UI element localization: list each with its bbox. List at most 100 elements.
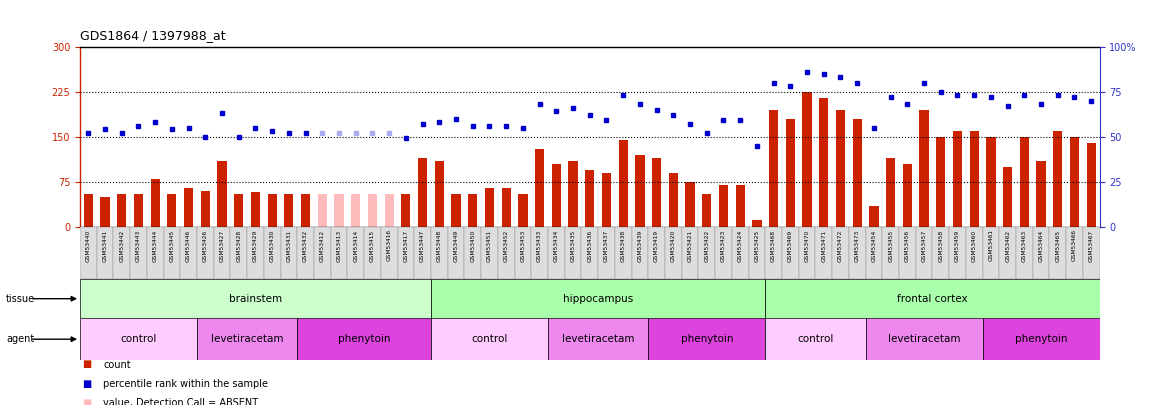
Text: GSM53445: GSM53445	[169, 229, 174, 262]
Bar	[1020, 137, 1029, 227]
Bar	[381, 227, 397, 279]
Bar	[719, 185, 728, 227]
Bar	[163, 227, 180, 279]
Bar	[298, 318, 430, 360]
Text: GSM53465: GSM53465	[1055, 229, 1061, 262]
Text: GSM53413: GSM53413	[336, 229, 341, 262]
Text: GSM53470: GSM53470	[804, 229, 809, 262]
Bar	[599, 227, 615, 279]
Bar	[866, 227, 882, 279]
Text: GSM53427: GSM53427	[220, 229, 225, 262]
Bar	[401, 194, 410, 227]
Bar	[80, 279, 430, 318]
Bar	[682, 227, 699, 279]
Text: control: control	[120, 334, 156, 344]
Bar	[497, 227, 515, 279]
Bar	[965, 227, 983, 279]
Bar	[96, 227, 113, 279]
Text: GSM53448: GSM53448	[436, 229, 442, 262]
Text: GSM53420: GSM53420	[670, 229, 676, 262]
Bar	[183, 188, 193, 227]
Bar	[833, 227, 849, 279]
Text: ■: ■	[82, 379, 92, 389]
Bar	[1083, 227, 1100, 279]
Text: GSM53421: GSM53421	[688, 229, 693, 262]
Text: phenytoin: phenytoin	[1015, 334, 1068, 344]
Bar	[669, 173, 677, 227]
Bar	[468, 194, 477, 227]
Bar	[83, 194, 93, 227]
Bar	[334, 194, 343, 227]
Bar	[581, 227, 599, 279]
Text: phenytoin: phenytoin	[338, 334, 390, 344]
Text: GSM53458: GSM53458	[938, 229, 943, 262]
Bar	[898, 227, 916, 279]
Text: GSM53432: GSM53432	[303, 229, 308, 262]
Bar	[80, 318, 196, 360]
Bar	[1087, 143, 1096, 227]
Bar	[552, 164, 561, 227]
Bar	[715, 227, 731, 279]
Bar	[786, 119, 795, 227]
Bar	[201, 191, 211, 227]
Bar	[147, 227, 163, 279]
Bar	[731, 227, 749, 279]
Text: GSM53455: GSM53455	[888, 229, 893, 262]
Bar	[285, 194, 294, 227]
Bar	[247, 227, 263, 279]
Bar	[80, 227, 96, 279]
Text: GSM53461: GSM53461	[988, 229, 994, 262]
Bar	[435, 161, 443, 227]
Bar	[916, 227, 933, 279]
Bar	[515, 227, 532, 279]
Bar	[983, 318, 1100, 360]
Bar	[347, 227, 365, 279]
Text: GSM53434: GSM53434	[554, 229, 559, 262]
Text: brainstem: brainstem	[229, 294, 282, 304]
Bar	[385, 194, 394, 227]
Bar	[196, 318, 298, 360]
Bar	[635, 155, 644, 227]
Bar	[933, 227, 949, 279]
Bar	[196, 227, 214, 279]
Bar	[652, 158, 661, 227]
Text: GSM53430: GSM53430	[269, 229, 275, 262]
Text: GSM53464: GSM53464	[1038, 229, 1043, 262]
Bar	[1036, 161, 1045, 227]
Bar	[214, 227, 230, 279]
Text: count: count	[103, 360, 131, 369]
Bar	[632, 227, 648, 279]
Bar	[815, 227, 833, 279]
Bar	[936, 137, 946, 227]
Bar	[983, 227, 1000, 279]
Bar	[298, 227, 314, 279]
Bar	[430, 227, 448, 279]
Text: GSM53414: GSM53414	[353, 229, 359, 262]
Bar	[281, 227, 298, 279]
Text: GSM53422: GSM53422	[704, 229, 709, 262]
Text: GSM53469: GSM53469	[788, 229, 793, 262]
Bar	[1000, 227, 1016, 279]
Bar	[180, 227, 196, 279]
Bar	[853, 119, 862, 227]
Bar	[430, 318, 548, 360]
Bar	[702, 194, 711, 227]
Bar	[836, 110, 846, 227]
Bar	[151, 179, 160, 227]
Text: control: control	[797, 334, 834, 344]
Bar	[481, 227, 497, 279]
Text: GSM53412: GSM53412	[320, 229, 325, 262]
Text: GSM53438: GSM53438	[621, 229, 626, 262]
Text: GSM53435: GSM53435	[570, 229, 575, 262]
Bar	[548, 318, 648, 360]
Text: GSM53417: GSM53417	[403, 229, 408, 262]
Text: GSM53466: GSM53466	[1073, 229, 1077, 262]
Text: tissue: tissue	[6, 294, 35, 304]
Text: GSM53450: GSM53450	[470, 229, 475, 262]
Bar	[230, 227, 247, 279]
Text: GSM53462: GSM53462	[1005, 229, 1010, 262]
Bar	[430, 279, 766, 318]
Bar	[352, 194, 360, 227]
Bar	[969, 131, 978, 227]
Text: levetiracetam: levetiracetam	[888, 334, 961, 344]
